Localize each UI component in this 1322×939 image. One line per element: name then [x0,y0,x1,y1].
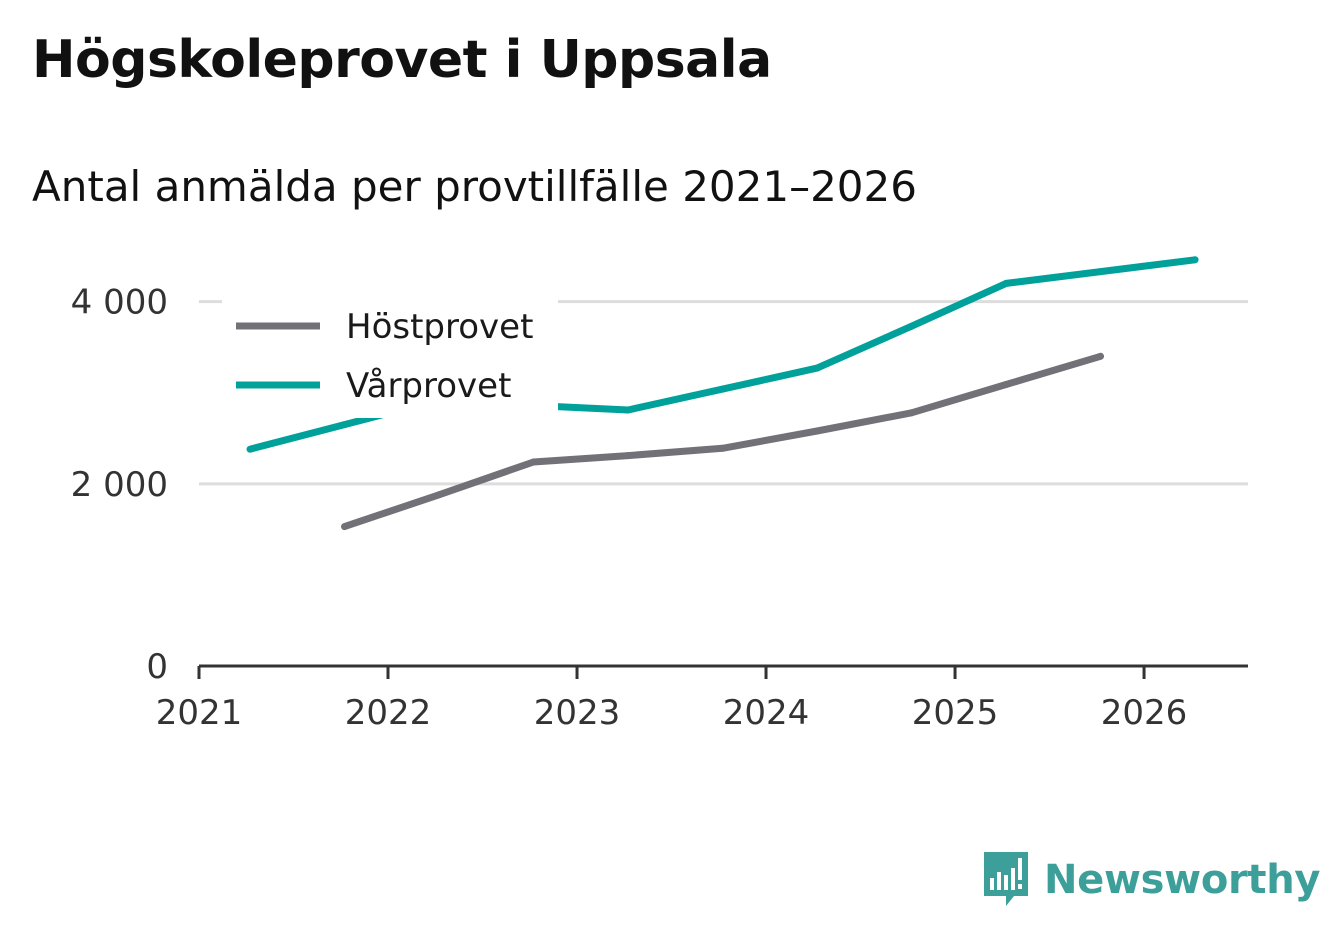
legend-label: Vårprovet [346,366,511,406]
chart-title: Högskoleprovet i Uppsala [32,30,772,90]
x-tick-label: 2022 [345,693,432,733]
data-point [341,523,349,531]
data-point [1097,268,1105,276]
data-point [530,458,538,466]
x-tick-label: 2025 [912,693,999,733]
x-axis: 2021 2022 2023 2024 2025 2026 [156,664,1248,733]
y-tick-label: 2 000 [71,465,168,505]
data-point [1097,352,1105,360]
y-axis-labels: 0 2 000 4 000 [71,283,168,687]
data-point [719,444,727,452]
data-point [1002,381,1010,389]
data-point [1002,279,1010,287]
data-point [624,452,632,460]
brand-name: Newsworthy [1044,857,1321,903]
brand-logo: Newsworthy [982,850,1321,910]
data-point [719,385,727,393]
y-tick-label: 0 [146,647,168,687]
legend-label: Höstprovet [346,307,533,347]
x-tick-label: 2021 [156,693,243,733]
data-point [908,322,916,330]
x-tick-label: 2024 [723,693,810,733]
legend-background [222,292,558,418]
y-tick-label: 4 000 [71,283,168,323]
chart-subtitle: Antal anmälda per provtillfälle 2021–202… [32,162,917,211]
newsworthy-logo-icon [984,852,1028,906]
data-point [908,409,916,417]
x-tick-label: 2026 [1101,693,1188,733]
data-point [813,427,821,435]
data-point [435,491,443,499]
legend: Höstprovet Vårprovet [222,292,558,418]
x-tick-label: 2023 [534,693,621,733]
data-point [813,364,821,372]
data-point [341,421,349,429]
data-point [1191,256,1199,264]
data-point [246,445,254,453]
data-point [624,406,632,414]
